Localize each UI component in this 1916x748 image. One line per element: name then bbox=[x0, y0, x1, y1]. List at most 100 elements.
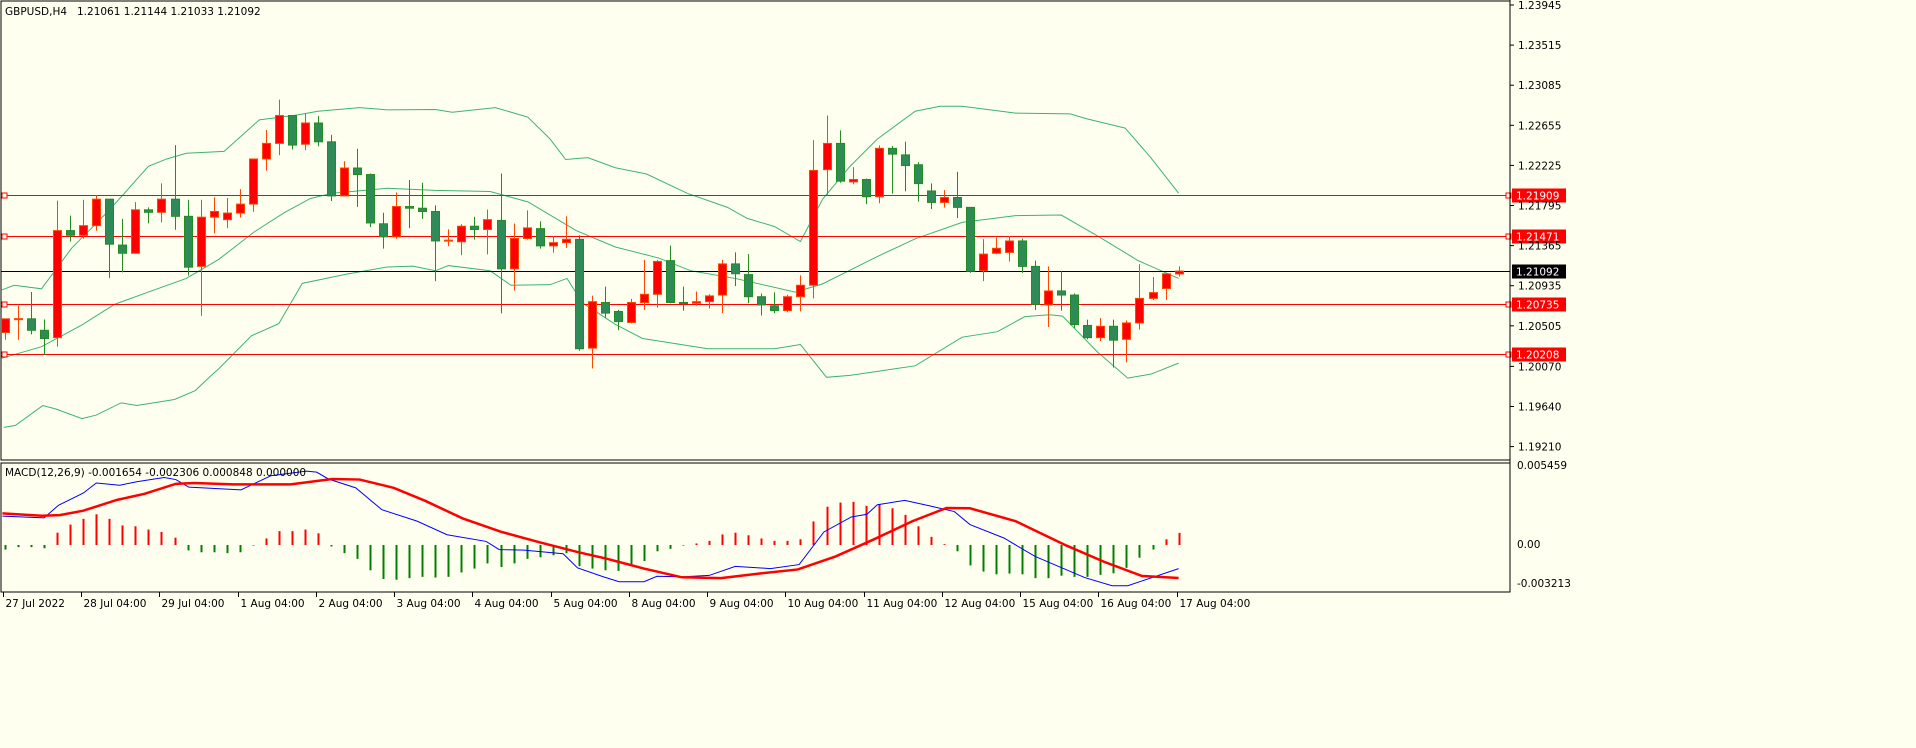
bear-candle-body bbox=[888, 147, 897, 155]
price-tick-label: 1.19210 bbox=[1518, 442, 1561, 454]
bear-candle-body bbox=[836, 142, 845, 182]
bear-candle-body bbox=[575, 238, 584, 350]
bear-candle-body bbox=[914, 164, 923, 185]
bull-candle-body bbox=[197, 216, 206, 267]
bear-candle-body bbox=[105, 198, 114, 245]
bull-candle-body bbox=[705, 295, 714, 303]
level-anchor-handle bbox=[1505, 233, 1512, 240]
bull-candle-body bbox=[223, 212, 232, 221]
time-tick-label: 29 Jul 04:00 bbox=[162, 598, 225, 610]
macd-axis-label: 0.00 bbox=[1517, 539, 1540, 551]
bull-candle-body bbox=[53, 230, 62, 339]
bear-candle-body bbox=[288, 115, 297, 146]
time-tick-label: 8 Aug 04:00 bbox=[632, 598, 696, 610]
bull-candle-body bbox=[1135, 297, 1144, 324]
bull-candle-body bbox=[1175, 270, 1184, 275]
bear-candle-body bbox=[953, 196, 962, 208]
bull-candle-body bbox=[523, 227, 532, 240]
bollinger-lower-line bbox=[3, 265, 1179, 428]
bear-candle-body bbox=[1109, 325, 1118, 341]
bear-candle-body bbox=[418, 207, 427, 212]
bull-candle-body bbox=[992, 247, 1001, 254]
price-tick-label: 1.21365 bbox=[1518, 241, 1561, 253]
bull-candle-body bbox=[627, 301, 636, 323]
bull-candle-body bbox=[809, 169, 818, 286]
bear-candle-body bbox=[666, 260, 675, 303]
macd-main-line bbox=[2, 470, 1179, 587]
level-price-tag-label: 1.21909 bbox=[1516, 191, 1559, 203]
bull-candle-body bbox=[79, 225, 88, 236]
time-tick-label: 15 Aug 04:00 bbox=[1023, 598, 1094, 610]
bear-candle-body bbox=[470, 225, 479, 230]
level-anchor-handle bbox=[1505, 192, 1512, 199]
bull-candle-body bbox=[1096, 325, 1105, 339]
macd-axis-label: 0.005459 bbox=[1517, 460, 1567, 472]
bear-candle-body bbox=[118, 244, 127, 254]
level-price-tag bbox=[1512, 347, 1566, 362]
bear-candle-body bbox=[366, 174, 375, 224]
bull-candle-body bbox=[562, 238, 571, 244]
time-tick-label: 12 Aug 04:00 bbox=[945, 598, 1016, 610]
bull-candle-body bbox=[236, 203, 245, 214]
time-tick-label: 17 Aug 04:00 bbox=[1180, 598, 1251, 610]
bear-candle-body bbox=[27, 318, 36, 331]
bear-candle-body bbox=[731, 263, 740, 275]
macd-indicator bbox=[2, 470, 1181, 587]
price-tick-label: 1.20935 bbox=[1518, 281, 1561, 293]
bull-candle-body bbox=[157, 198, 166, 213]
symbol-timeframe: GBPUSD,H4 bbox=[5, 6, 67, 18]
bull-candle-body bbox=[1, 318, 10, 334]
macd-axis-label: -0.003213 bbox=[1517, 578, 1571, 590]
bear-candle-body bbox=[353, 167, 362, 176]
time-tick-label: 9 Aug 04:00 bbox=[710, 598, 774, 610]
price-tick-label: 1.19640 bbox=[1518, 401, 1561, 413]
level-anchor-handle bbox=[1505, 351, 1512, 358]
price-axis: 1.23945 1.23515 1.23085 1.22655 1.22225 1.217… bbox=[1509, 0, 1571, 592]
bull-candle-body bbox=[457, 225, 466, 243]
bull-candle-body bbox=[640, 293, 649, 303]
bid-price-tag-label: 1.21092 bbox=[1516, 267, 1559, 279]
bull-candle-body bbox=[1122, 322, 1131, 340]
bull-candle-body bbox=[1005, 240, 1014, 253]
bear-candle-body bbox=[744, 274, 753, 298]
level-price-tag bbox=[1512, 188, 1566, 203]
bull-candle-body bbox=[14, 318, 23, 321]
price-panel[interactable] bbox=[0, 0, 1511, 461]
bull-candle-body bbox=[549, 242, 558, 247]
bull-candle-body bbox=[301, 122, 310, 145]
price-tick-label: 1.22655 bbox=[1518, 120, 1561, 132]
bull-candle-body bbox=[275, 115, 284, 144]
bear-candle-body bbox=[1018, 240, 1027, 267]
bear-candle-body bbox=[614, 310, 623, 323]
macd-panel[interactable] bbox=[0, 462, 1511, 593]
bull-candle-body bbox=[444, 239, 453, 242]
bull-candle-body bbox=[979, 253, 988, 272]
macd-signal-line bbox=[2, 477, 1179, 580]
bear-candle-body bbox=[679, 301, 688, 304]
bear-candle-body bbox=[601, 301, 610, 314]
price-tick-label: 1.23945 bbox=[1518, 0, 1561, 12]
price-tick-label: 1.20505 bbox=[1518, 321, 1561, 333]
bollinger-middle-line bbox=[1, 187, 1179, 359]
bear-candle-body bbox=[1031, 265, 1040, 305]
bull-candle-body bbox=[510, 238, 519, 270]
bull-candle-body bbox=[796, 284, 805, 298]
time-tick-label: 11 Aug 04:00 bbox=[867, 598, 938, 610]
bull-candle-body bbox=[823, 142, 832, 171]
bull-candle-body bbox=[340, 167, 349, 197]
bear-candle-body bbox=[770, 305, 779, 312]
bear-candle-body bbox=[431, 210, 440, 242]
time-tick-label: 2 Aug 04:00 bbox=[319, 598, 383, 610]
time-tick-label: 4 Aug 04:00 bbox=[475, 598, 539, 610]
bull-candle-body bbox=[653, 260, 662, 295]
level-price-tag-label: 1.20208 bbox=[1516, 350, 1559, 362]
bear-candle-body bbox=[757, 296, 766, 306]
bear-candle-body bbox=[1057, 290, 1066, 296]
bear-candle-body bbox=[379, 223, 388, 238]
bull-candle-body bbox=[718, 263, 727, 296]
bull-candle-body bbox=[692, 301, 701, 304]
bull-candle-body bbox=[210, 210, 219, 218]
bull-candle-body bbox=[262, 142, 271, 160]
bull-candle-body bbox=[1162, 273, 1171, 290]
